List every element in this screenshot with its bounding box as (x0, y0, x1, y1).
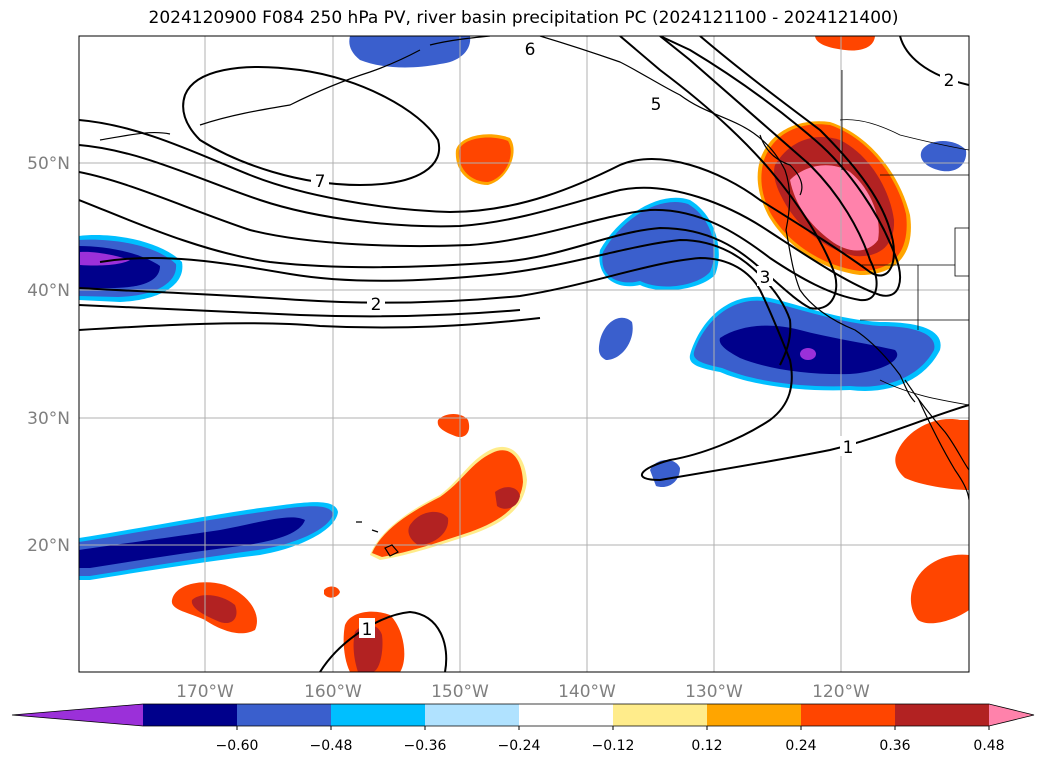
positive-anomaly-southeast (910, 554, 969, 624)
map-border (78, 35, 970, 673)
colorbar-segment (801, 704, 896, 726)
contour-label-1-low: 1 (362, 620, 373, 640)
colorbar-segment (613, 704, 708, 726)
lon-label-130w: 130°W (685, 682, 743, 702)
colorbar-segment (143, 704, 238, 726)
colorbar-segment (519, 704, 614, 726)
positive-anomaly-dot (324, 586, 340, 598)
precipitation-shading (79, 36, 969, 672)
positive-anomaly-mexico (895, 419, 969, 490)
colorbar-tick-label: 0.12 (691, 738, 722, 754)
contour-labels: 6 5 7 2 3 2 1 1 (311, 38, 958, 640)
colorbar-tick-label: −0.48 (310, 738, 353, 754)
colorbar-segment (237, 704, 332, 726)
colorbar-outline (11, 703, 1035, 727)
colorbar-tick-label: 0.24 (785, 738, 816, 754)
lon-label-160w: 160°W (304, 682, 362, 702)
lon-label-120w: 120°W (812, 682, 870, 702)
gridlines (79, 36, 969, 672)
colorbar: −0.60 −0.48 −0.36 −0.24 −0.12 0.12 0.24 0.36 0.4… (11, 703, 1035, 754)
lat-label-30n: 30°N (27, 409, 70, 429)
positive-anomaly-top (815, 36, 875, 51)
lon-label-140w: 140°W (558, 682, 616, 702)
contour-label-2-east: 2 (944, 71, 955, 91)
positive-anomaly-northwest-us (757, 121, 911, 275)
contour-label-6: 6 (525, 40, 536, 60)
latitude-labels: 50°N 40°N 30°N 20°N (27, 154, 70, 556)
colorbar-segment (331, 704, 426, 726)
colorbar-tick-label: −0.60 (216, 738, 259, 754)
negative-anomaly-east (689, 296, 941, 391)
colorbar-segment (425, 704, 520, 726)
negative-anomaly-top (349, 36, 471, 68)
map-title: 2024120900 F084 250 hPa PV, river basin … (148, 8, 899, 28)
colorbar-tick-label: 0.36 (879, 738, 910, 754)
negative-anomaly-west (79, 235, 183, 302)
colorbar-segment (895, 704, 990, 726)
contour-label-1-south: 1 (843, 438, 854, 458)
contour-label-7: 7 (315, 172, 326, 192)
colorbar-tick-label: −0.12 (592, 738, 635, 754)
lat-label-20n: 20°N (27, 536, 70, 556)
lat-label-50n: 50°N (27, 154, 70, 174)
longitude-labels: 170°W 160°W 150°W 140°W 130°W 120°W (176, 682, 870, 702)
coastlines (99, 36, 969, 557)
contour-label-2-west: 2 (371, 295, 382, 315)
lon-label-150w: 150°W (431, 682, 489, 702)
positive-anomaly-south-west (171, 582, 257, 634)
lat-label-40n: 40°N (27, 281, 70, 301)
positive-anomaly-small (437, 414, 470, 438)
positive-anomaly-hawaii (370, 446, 527, 560)
negative-anomaly-northeast (920, 141, 967, 172)
colorbar-tick-label: 0.48 (973, 738, 1004, 754)
negative-anomaly-small (598, 317, 633, 360)
lon-label-170w: 170°W (176, 682, 234, 702)
colorbar-extend-max (989, 704, 1034, 726)
contour-label-3: 3 (760, 268, 771, 288)
colorbar-tick-label: −0.24 (498, 738, 541, 754)
colorbar-extend-min (12, 704, 143, 726)
contour-label-5: 5 (651, 95, 662, 115)
negative-anomaly-southwest (79, 502, 338, 580)
colorbar-tick-label: −0.36 (404, 738, 447, 754)
colorbar-segment (707, 704, 802, 726)
